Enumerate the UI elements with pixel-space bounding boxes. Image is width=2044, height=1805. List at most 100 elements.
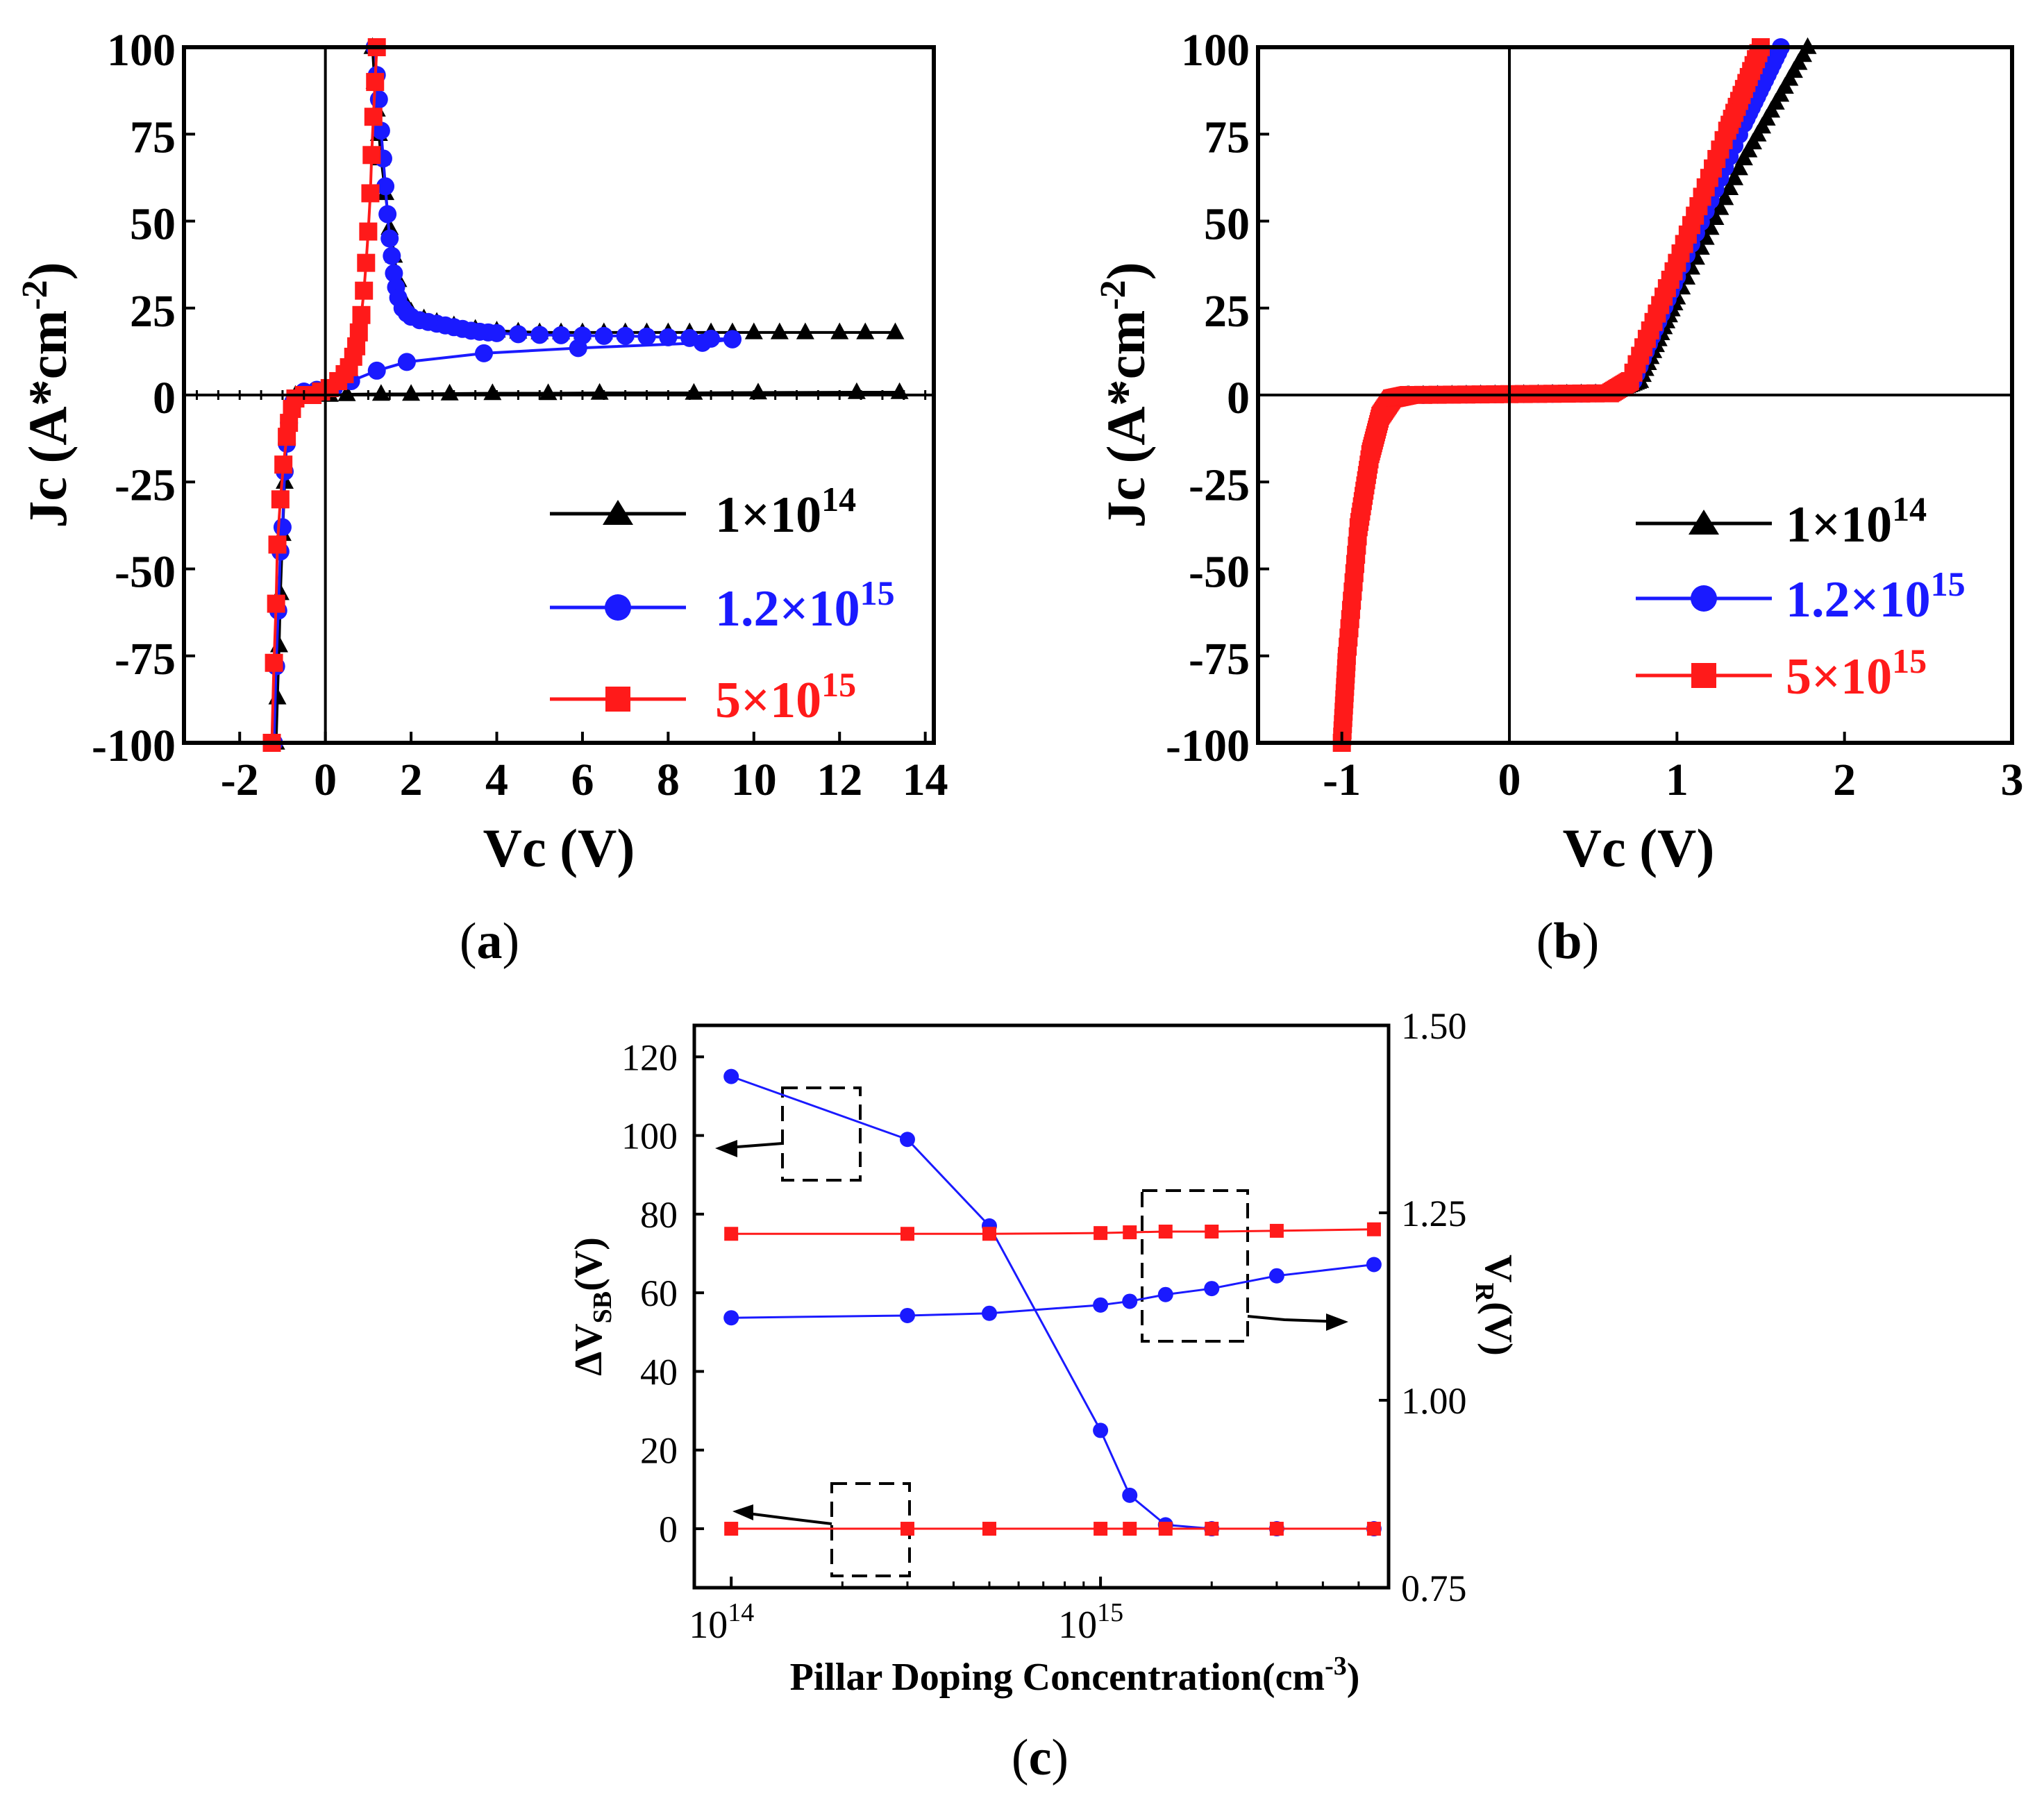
triangle-marker	[539, 383, 558, 401]
x-tick-label: 1	[1666, 755, 1689, 805]
y-tick-label: -50	[115, 547, 176, 598]
x-tick-label: -1	[1323, 755, 1361, 805]
circle-marker	[702, 329, 721, 348]
panel-c-ylabel-left: ΔVSB(V)	[567, 1237, 617, 1376]
panel-b-marks	[1332, 37, 1817, 752]
series-line	[373, 47, 732, 341]
square-marker	[1366, 1222, 1381, 1236]
y-tick-label: 75	[1204, 112, 1250, 162]
dashed-box-upper-left	[781, 1086, 862, 1182]
circle-marker	[385, 264, 403, 283]
panel-b-xlabel: Vc (V)	[1563, 818, 1715, 878]
legend-label-s1: 1×1014	[1786, 489, 1927, 553]
panel-c-xlabel: Pillar Doping Concentration(cm-3)	[790, 1652, 1360, 1699]
legend-label-s2: 1.2×1015	[715, 573, 895, 637]
circle-marker	[380, 229, 399, 248]
circle-marker	[530, 326, 549, 344]
square-marker	[271, 490, 290, 509]
circle-marker	[616, 326, 635, 345]
circle-marker	[1204, 1281, 1220, 1297]
square-marker	[1094, 1226, 1108, 1241]
square-marker	[1205, 1225, 1219, 1239]
x-tick-label: 3	[2001, 755, 2024, 805]
square-marker	[900, 1227, 914, 1241]
circle-marker	[367, 361, 386, 380]
square-marker	[1123, 1225, 1137, 1240]
y-right-tick-label: 0.75	[1401, 1568, 1467, 1609]
legend-triangle-marker	[1689, 510, 1719, 535]
panel-a-ylabel: Jc (A*cm-2)	[15, 262, 78, 528]
triangle-marker	[1716, 188, 1734, 205]
circle-marker	[594, 326, 613, 345]
triangle-marker	[270, 635, 289, 653]
x-tick-label: 0	[314, 755, 337, 805]
triangle-marker	[1701, 218, 1720, 235]
square-marker	[1205, 1522, 1219, 1536]
triangle-marker	[830, 322, 849, 339]
circle-marker	[1122, 1487, 1138, 1503]
triangle-marker	[856, 322, 875, 339]
x-tick-label: 12	[816, 755, 862, 805]
x-tick-label: 10	[731, 755, 777, 805]
circle-marker	[899, 1307, 915, 1323]
triangle-marker	[1729, 158, 1748, 176]
caption-c: (c)	[1012, 1729, 1069, 1786]
triangle-marker	[744, 322, 763, 339]
square-marker	[366, 73, 385, 92]
square-marker	[349, 323, 368, 342]
circle-marker	[371, 121, 390, 140]
series-circle-left	[723, 1068, 1382, 1537]
panel-b-ylabel: Jc (A*cm-2)	[1094, 262, 1156, 528]
square-marker	[364, 108, 383, 126]
circle-marker	[475, 344, 493, 362]
x-tick-label: 0	[1498, 755, 1521, 805]
series-square	[262, 38, 386, 752]
y-left-tick-label: 80	[640, 1194, 678, 1236]
y-right-tick-label: 1.25	[1401, 1193, 1467, 1234]
triangle-marker	[796, 322, 814, 339]
legend-label-s3: 5×1015	[715, 665, 856, 729]
panel-a-frame	[182, 45, 936, 745]
panel-b-legend: 1×1014 1.2×1015 5×1015	[1636, 489, 1966, 705]
legend-circle-marker	[605, 594, 631, 621]
square-marker	[352, 305, 371, 324]
x-tick-label: -2	[221, 755, 259, 805]
circle-marker	[637, 327, 656, 346]
caption-b: (b)	[1536, 913, 1599, 970]
triangle-marker	[1711, 198, 1729, 215]
arrow-lower	[737, 1511, 832, 1525]
square-marker	[900, 1522, 914, 1536]
circle-marker	[383, 246, 401, 265]
y-tick-label: -75	[1189, 634, 1250, 685]
x-tick-label: 2	[400, 755, 423, 805]
triangle-marker	[748, 383, 767, 400]
x-tick-label: 1015	[1058, 1598, 1123, 1647]
y-tick-label: 0	[153, 373, 176, 423]
circle-marker	[1157, 1286, 1173, 1302]
square-marker	[1366, 1522, 1381, 1536]
square-marker	[274, 455, 293, 474]
square-marker	[982, 1227, 996, 1241]
y-tick-label: 100	[107, 25, 176, 76]
square-marker	[1094, 1522, 1108, 1536]
y-tick-label: -75	[115, 634, 176, 685]
panel-a-ticks: -2 0 2 4 6 8 10 12 14 -100 -75 -50 -25 0 25 50 75 100	[92, 25, 948, 805]
triangle-marker	[1725, 168, 1744, 185]
circle-marker	[552, 326, 571, 344]
legend-square-marker	[1691, 663, 1716, 688]
triangle-marker	[483, 383, 502, 401]
panel-c-ylabel-right: VR(V)	[1470, 1254, 1520, 1356]
square-marker	[982, 1522, 996, 1536]
x-tick-label: 4	[485, 755, 508, 805]
x-tick-label: 2	[1833, 755, 1856, 805]
square-marker	[268, 535, 287, 554]
triangle-marker	[685, 383, 703, 400]
y-tick-label: 50	[130, 199, 176, 250]
circle-marker	[1093, 1422, 1109, 1438]
series-circle-right	[723, 1257, 1382, 1326]
x-tick-label: 14	[903, 755, 948, 805]
square-marker	[1269, 1223, 1284, 1238]
x-tick-label: 6	[571, 755, 594, 805]
y-tick-label: 75	[130, 112, 176, 162]
